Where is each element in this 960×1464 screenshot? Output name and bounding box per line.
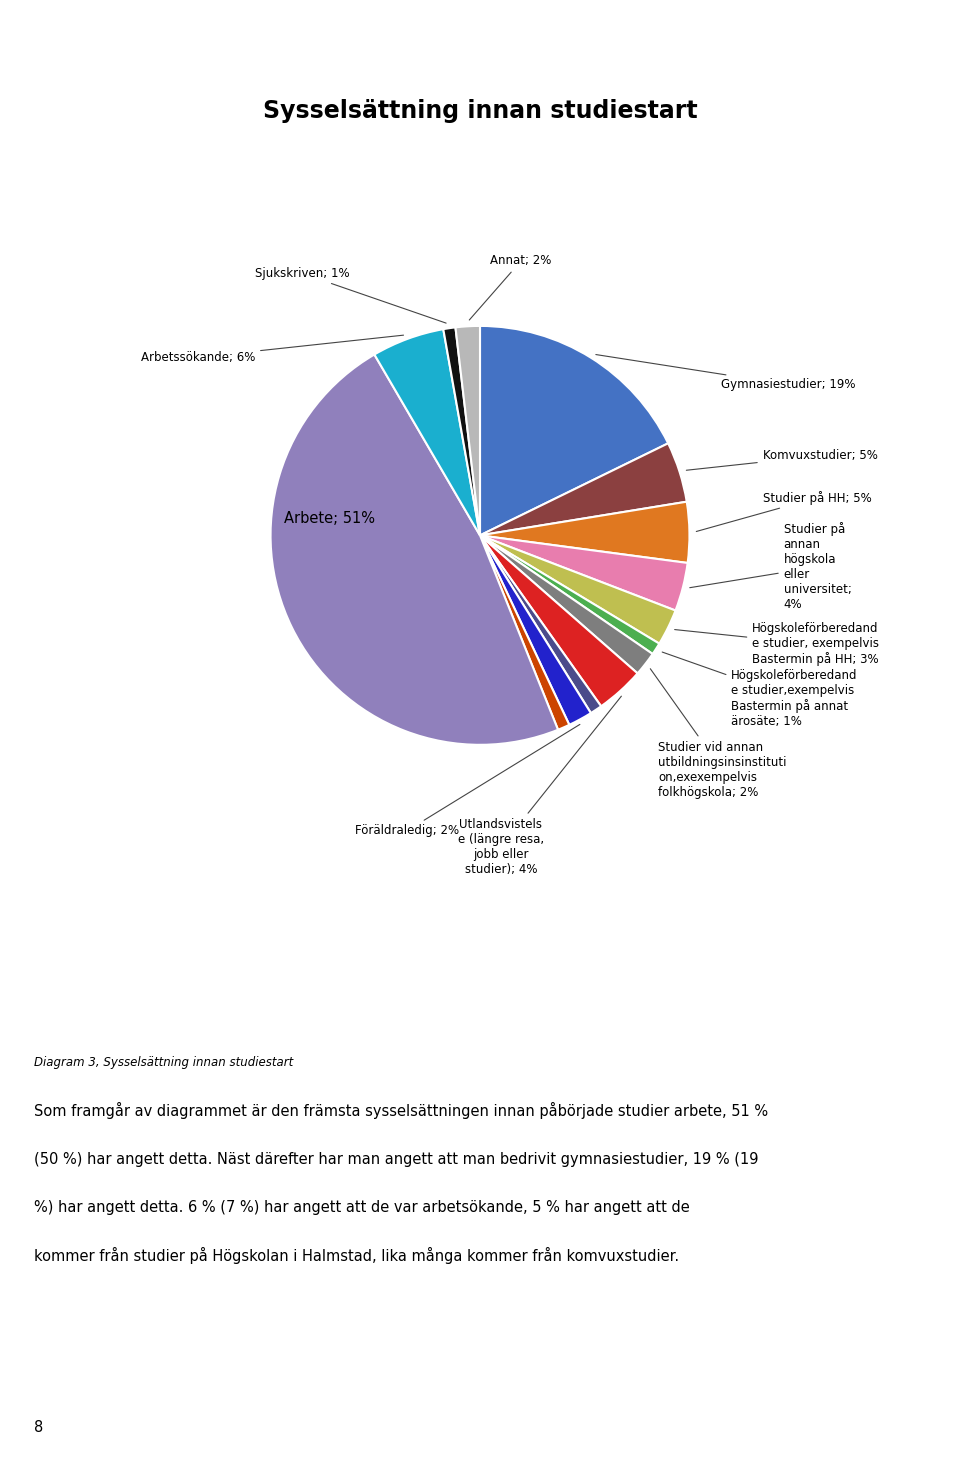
Wedge shape bbox=[374, 329, 480, 536]
Wedge shape bbox=[480, 536, 676, 644]
Wedge shape bbox=[480, 326, 668, 536]
Text: Som framgår av diagrammet är den främsta sysselsättningen innan påbörjade studie: Som framgår av diagrammet är den främsta… bbox=[34, 1101, 768, 1118]
Text: Studier vid annan
utbildningsinsinstituti
on,exexempelvis
folkhögskola; 2%: Studier vid annan utbildningsinsinstitut… bbox=[650, 669, 786, 799]
Text: Högskoleförberedand
e studier, exempelvis
Bastermin på HH; 3%: Högskoleförberedand e studier, exempelvi… bbox=[675, 622, 879, 666]
Wedge shape bbox=[480, 536, 601, 713]
Wedge shape bbox=[271, 354, 558, 745]
Wedge shape bbox=[480, 502, 689, 564]
Wedge shape bbox=[480, 536, 637, 706]
Text: (50 %) har angett detta. Näst därefter har man angett att man bedrivit gymnasies: (50 %) har angett detta. Näst därefter h… bbox=[34, 1152, 758, 1167]
Wedge shape bbox=[480, 536, 653, 673]
Text: kommer från studier på Högskolan i Halmstad, lika många kommer från komvuxstudie: kommer från studier på Högskolan i Halms… bbox=[34, 1246, 679, 1263]
Text: Gymnasiestudier; 19%: Gymnasiestudier; 19% bbox=[596, 354, 855, 391]
Text: Utlandsvistels
e (längre resa,
jobb eller
studier); 4%: Utlandsvistels e (längre resa, jobb elle… bbox=[458, 697, 621, 875]
Wedge shape bbox=[480, 536, 687, 610]
Wedge shape bbox=[480, 536, 660, 654]
Wedge shape bbox=[444, 328, 480, 536]
Wedge shape bbox=[455, 326, 480, 536]
Text: Studier på HH; 5%: Studier på HH; 5% bbox=[696, 490, 872, 531]
Text: Annat; 2%: Annat; 2% bbox=[469, 255, 552, 321]
Wedge shape bbox=[480, 536, 569, 729]
Text: Högskoleförberedand
e studier,exempelvis
Bastermin på annat
ärosäte; 1%: Högskoleförberedand e studier,exempelvis… bbox=[662, 651, 858, 728]
Text: Studier på
annan
högskola
eller
universitet;
4%: Studier på annan högskola eller universi… bbox=[690, 523, 852, 612]
Text: Komvuxstudier; 5%: Komvuxstudier; 5% bbox=[686, 449, 877, 470]
Text: Diagram 3, Sysselsättning innan studiestart: Diagram 3, Sysselsättning innan studiest… bbox=[34, 1056, 293, 1069]
Text: Föräldraledig; 2%: Föräldraledig; 2% bbox=[354, 725, 580, 837]
Text: %) har angett detta. 6 % (7 %) har angett att de var arbetsökande, 5 % har anget: %) har angett detta. 6 % (7 %) har anget… bbox=[34, 1200, 689, 1215]
Wedge shape bbox=[480, 536, 590, 725]
Text: Sjukskriven; 1%: Sjukskriven; 1% bbox=[254, 266, 446, 324]
Wedge shape bbox=[480, 444, 686, 536]
Text: 8: 8 bbox=[34, 1420, 43, 1435]
Text: Arbete; 51%: Arbete; 51% bbox=[284, 511, 374, 526]
Text: Arbetssökande; 6%: Arbetssökande; 6% bbox=[141, 335, 403, 365]
Title: Sysselsättning innan studiestart: Sysselsättning innan studiestart bbox=[263, 100, 697, 123]
